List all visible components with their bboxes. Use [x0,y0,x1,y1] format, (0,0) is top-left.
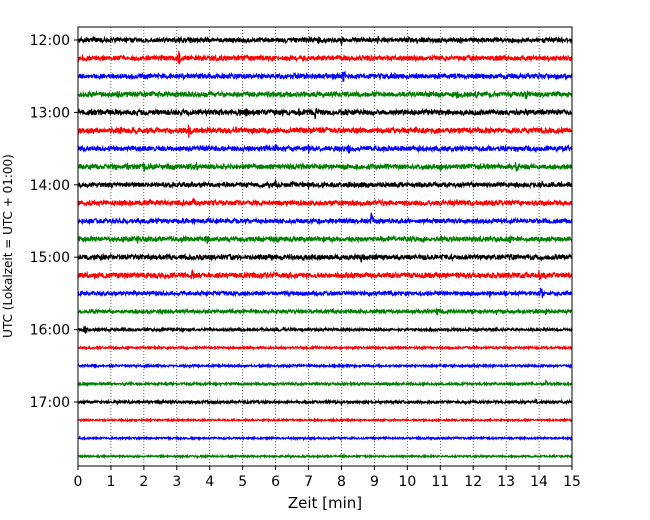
seismogram-trace [77,378,573,388]
x-tick-label: 7 [304,474,313,490]
x-tick-label: 13 [497,474,515,490]
seismogram-trace [77,124,573,138]
seismogram-trace [77,107,573,120]
x-tick-label: 6 [271,474,280,490]
y-axis-label: UTC (Lokalzeit = UTC + 01:00) [1,154,15,338]
x-tick-label: 2 [139,474,148,490]
x-tick-label: 14 [530,474,548,490]
seismogram-trace [77,416,573,424]
seismogram-trace [77,269,573,282]
y-tick-label: 14:00 [30,178,70,194]
y-tick-label: 16:00 [30,323,70,339]
x-tick-label: 12 [464,474,482,490]
seismogram-trace [77,143,573,154]
seismogram-trace [77,89,573,100]
x-tick-label: 10 [398,474,416,490]
x-tick-label: 0 [74,474,83,490]
seismogram-trace [77,162,573,173]
seismogram-trace [77,50,573,65]
x-axis-label: Zeit [min] [288,494,362,512]
plot-frame [77,26,573,467]
x-tick-label: 1 [106,474,115,490]
y-tick-label: 17:00 [30,395,70,411]
seismogram-trace [77,234,573,245]
seismogram-trace [77,307,573,316]
x-tick-label: 9 [370,474,379,490]
seismogram-trace [77,212,573,226]
y-tick-label: 12:00 [30,33,70,49]
seismogram-trace [77,70,573,82]
x-tick-label: 5 [238,474,247,490]
x-tick-label: 3 [172,474,181,490]
x-tick-label: 8 [337,474,346,490]
seismogram-trace [77,397,573,406]
seismogram-trace [77,344,573,351]
seismogram-trace [77,178,573,190]
x-tick-label: 15 [563,474,581,490]
seismogram-trace [77,287,573,299]
x-tick-label: 11 [431,474,449,490]
grid-lines [110,27,540,466]
seismogram-trace [77,325,573,334]
x-axis: 0 1 2 3 4 5 6 7 8 9 10 11 12 13 14 15 [74,466,581,490]
seismogram-traces [77,35,573,460]
x-tick-label: 4 [205,474,214,490]
y-tick-label: 15:00 [30,250,70,266]
seismogram-trace [77,35,573,47]
y-axis: 12:00 13:00 14:00 15:00 16:00 17:00 [30,33,78,411]
seismogram-trace [77,453,573,460]
seismogram-trace [77,252,573,263]
seismogram-trace [77,197,573,208]
seismogram-trace [77,434,573,442]
y-tick-label: 13:00 [30,105,70,121]
seismogram-trace [77,362,573,370]
